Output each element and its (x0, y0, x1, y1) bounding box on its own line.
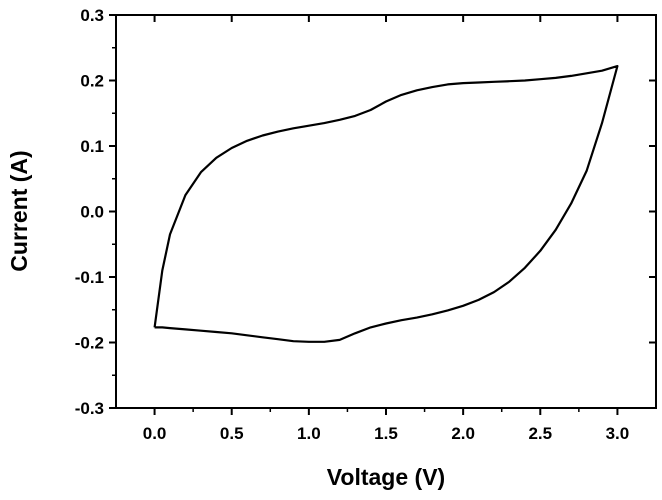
x-tick-label: 1.5 (374, 424, 398, 443)
cv-curve-line (153, 65, 619, 343)
x-tick-label: 3.0 (606, 424, 630, 443)
y-tick-label: -0.3 (75, 399, 104, 418)
x-tick-label: 2.0 (451, 424, 475, 443)
y-tick-label: 0.0 (80, 203, 104, 222)
y-ticks (109, 14, 656, 409)
y-tick-label: 0.2 (80, 72, 104, 91)
x-tick-label: 0.5 (220, 424, 244, 443)
x-tick-label: 0.0 (143, 424, 167, 443)
x-tick-labels: 0.0 0.5 1.0 1.5 2.0 2.5 3.0 (143, 424, 629, 443)
y-tick-label: -0.1 (75, 268, 104, 287)
y-tick-label: 0.1 (80, 137, 104, 156)
x-tick-label: 1.0 (297, 424, 321, 443)
y-tick-labels: -0.3 -0.2 -0.1 0.0 0.1 0.2 0.3 (75, 6, 104, 418)
x-ticks (153, 15, 619, 415)
y-tick-label: -0.2 (75, 334, 104, 353)
plot-frame (115, 14, 657, 409)
y-axis-title: Current (A) (6, 150, 32, 271)
x-tick-label: 2.5 (528, 424, 552, 443)
y-tick-label: 0.3 (80, 6, 104, 25)
x-axis-title: Voltage (V) (327, 464, 445, 490)
